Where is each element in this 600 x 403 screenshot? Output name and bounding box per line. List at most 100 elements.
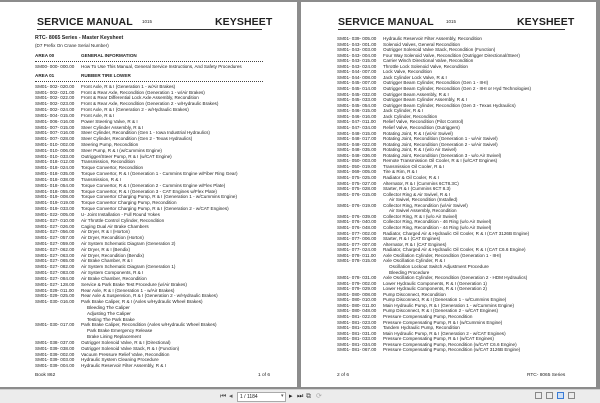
two-page-view-icon[interactable]: [557, 392, 564, 399]
entry-description: Outrigger Solenoid Valve, R & I (Directi…: [81, 339, 171, 345]
entry-description: Vacuum Pressure Relief Valve, Reconditio…: [81, 351, 170, 357]
header-rule: [37, 29, 262, 30]
entry-description: Air Dryer, R & I (Horton): [81, 229, 130, 235]
entry-description: Rotating Joint, Recondition (Generation …: [383, 152, 502, 158]
copy-icon[interactable]: ⧉: [306, 393, 311, 400]
entry-code: SM01- 046- 015.00: [337, 108, 377, 114]
entry-description: Radiator & Oil Cooler, R & I: [383, 175, 439, 180]
entry-code: SM01- 045- 033.00: [337, 97, 377, 103]
entry-description: Caging Dual Air Brake Chambers: [81, 223, 149, 229]
area-divider: [35, 80, 263, 83]
entry-code: SM01- 080- 008.00: [337, 291, 377, 297]
entry-description: Axle Oscillation Cylinder, Recondition (…: [383, 252, 502, 258]
entry-code: SM01- 002- 023.00: [35, 101, 75, 107]
entry-description: U- Joint Installation - Full Round Yokes: [81, 211, 160, 217]
entry-code: SM01- 007- 015.00: [35, 124, 75, 130]
entry-code: SM01- 080- 048.00: [337, 308, 377, 314]
header-keysheet: KEYSHEET: [517, 16, 575, 28]
keysheet-subtitle: (D7 Prefix On Crane Serial Number): [35, 43, 109, 48]
rotate-icon[interactable]: ⟳: [316, 393, 322, 400]
entry-code: SM01- 006- 016.00: [35, 118, 75, 124]
first-page-icon[interactable]: ⏮: [220, 393, 227, 400]
area-label: RUBBER TIRE LOWER: [81, 72, 131, 78]
entry-code: SM01- 027- 057.00: [35, 235, 75, 241]
entry-code: SM01- 047- 011.00: [337, 119, 376, 125]
entry-description: Transmission Oil Cooler, R & I: [383, 163, 445, 169]
entry-description: Lock Valve, Recondition: [383, 69, 432, 75]
area-divider: [35, 61, 263, 63]
entry-description: Air Throttle Control Cylinder, Reconditi…: [81, 217, 165, 223]
entry-code: SM01- 043- 003.00: [337, 47, 377, 53]
entry-code: SM01- 027- 128.00: [35, 281, 75, 287]
entry-code: SM01- 081- 067.00: [337, 347, 377, 353]
entry-description: Air Dryer, Recondition (Horton): [81, 235, 144, 241]
entry-description: Relief Valve, Recondition (Outriggers): [383, 124, 460, 130]
entry-code: SM01- 081- 023.00: [337, 319, 377, 325]
header-number: 1015: [142, 19, 153, 24]
prev-page-icon[interactable]: ◂: [229, 393, 233, 400]
entry-code: SM01- 077- 002.00: [337, 230, 377, 236]
keysheet-title: RTC- 8065 Series - Master Keysheet: [35, 35, 124, 41]
entry-code: SM01- 027- 026.00: [35, 223, 75, 229]
entry-description: Alternator, R & I (Cummins 6CT8.3C): [383, 180, 459, 186]
entry-code: SM01- 045- 032.00: [337, 91, 377, 97]
entry-code: SM01- 039- 038.00: [35, 345, 75, 351]
area-heading: AREA 01 RUBBER TIRE LOWER: [35, 73, 131, 78]
entry-code: SM01- 081- 025.00: [337, 325, 377, 331]
entry-description: Air Dryer, R & I (Bendix): [81, 246, 131, 252]
next-page-icon[interactable]: ▸: [289, 393, 293, 400]
area-label: GENERAL INFORMATION: [81, 53, 137, 58]
footer-series: RTC- 8065 Series: [527, 373, 566, 378]
entry-description: Outrigger Solenoid Valve Stack, Recondit…: [383, 47, 496, 53]
entry-code: SM01- 048- 035.00: [337, 147, 377, 153]
entry-description: Torque Convertor Charging Pump, Recondit…: [81, 200, 177, 206]
entry-description: Tandem Hydraulic Pump, Recondition: [383, 325, 460, 331]
entry-code: SM01- 027- 059.00: [35, 240, 75, 246]
entry-code: SM01- 007- 028.00: [35, 136, 75, 142]
entry-description: Park Brake Caliper, R & I (Axles w/Hydra…: [81, 299, 203, 305]
single-page-view-icon[interactable]: [535, 392, 542, 399]
entry-code: SM01- 048- 017.00: [337, 136, 377, 142]
entry-description: Air System Components, R & I: [81, 270, 144, 276]
last-page-icon[interactable]: ⏭: [297, 393, 304, 400]
page-number-input[interactable]: 1 / 1184: [237, 391, 286, 402]
entry-code: SM01- 081- 033.00: [337, 336, 377, 342]
entry-description: Hydraulic Reservoir Filter Assembly, R &…: [81, 363, 166, 369]
entry-code: SM01- 076- 019.00: [337, 202, 377, 208]
entry-description: Collector Ring, Recondition (w/Air Swive…: [383, 202, 468, 208]
entry-description: Starter, R & I (Cummins 6CT 8.3): [383, 186, 451, 192]
entry-code: SM01- 079- 002.00: [337, 280, 377, 286]
entry-code: SM01- 043- 015.00: [337, 58, 377, 64]
dropdown-icon[interactable]: ▾: [281, 393, 284, 399]
pdf-page-1: SERVICE MANUAL 1015 KEYSHEET RTC- 8065 S…: [0, 2, 297, 387]
entry-description: Steering Pump, Recondition: [81, 142, 139, 148]
entry-description: Outrigger Beam Cylinder, Recondition (Ge…: [383, 102, 516, 108]
pdf-toolbar: ⏮ ◂ 1 / 1184 ▾ ▸ ⏭ ⧉ ⟳: [0, 389, 600, 403]
entry-description: Rotating Joint, R & I (w/Air Swivel): [383, 130, 453, 136]
entry-description: Adjusting The Caliper: [87, 310, 131, 316]
entry-code: SM01- 045- 007.00: [337, 80, 377, 86]
entry-description: Remote Transmission Oil Cooler, R & I (w…: [383, 158, 498, 164]
continuous-view-icon[interactable]: [546, 392, 553, 399]
entry-code: SM01- 076- 040.00: [337, 219, 377, 225]
entry-description: Throttle Lock Solenoid Valve, Reconditio…: [383, 63, 468, 69]
entry-code: SM01- 027- 010.00: [35, 217, 75, 223]
entry-description: Outrigger Beam Cylinder Assembly, R & I: [383, 97, 467, 103]
entry-description: Service & Park Brake Test Procedure (w/A…: [81, 281, 187, 287]
entry-code: SM01- 029- 025.00: [35, 293, 75, 299]
entry-code: SM01- 004- 015.00: [35, 112, 75, 118]
entry-code: SM01- 069- 005.00: [337, 169, 377, 175]
scroll-view-icon[interactable]: [568, 392, 575, 399]
footer-page: 1 of 6: [258, 373, 271, 378]
entry-code: SM01- 019- 033.00: [35, 206, 75, 212]
entry-description: Pressure Compensating Pump, Recondition …: [383, 347, 521, 353]
entry-code: SM01- 018- 055.00: [35, 188, 75, 194]
entry-description: Starter, R & I (CAT Engines): [383, 236, 441, 242]
entry-description: Air System Schematic Diagram (Generation…: [81, 264, 176, 270]
entry-code: SM01- 018- 035.00: [35, 171, 75, 177]
entry-description: Four Way Solenoid Valve, Recondition (Ou…: [383, 52, 520, 58]
entry-description: Torque Convertor, Recondition: [81, 165, 144, 171]
header-number: 1015: [446, 19, 457, 24]
entry-code: SM01- 076- 039.00: [337, 213, 377, 219]
entry-description: Front & Rear Axle, Recondition (Generati…: [81, 89, 205, 95]
